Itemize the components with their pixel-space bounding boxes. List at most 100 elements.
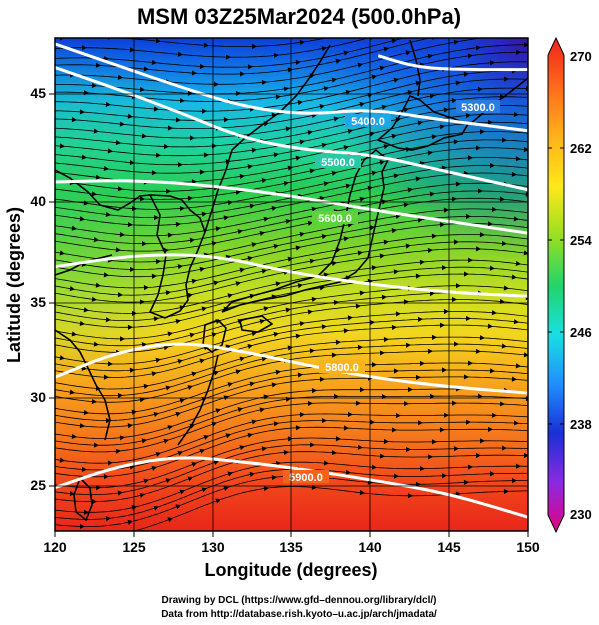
streamline — [55, 461, 528, 513]
wind-arrowhead — [247, 343, 253, 350]
wind-arrowhead — [321, 46, 327, 52]
wind-arrowhead — [201, 487, 207, 493]
wind-arrowhead — [79, 216, 85, 222]
wind-arrowhead — [239, 71, 245, 77]
wind-arrowhead — [95, 62, 101, 68]
streamline — [55, 324, 528, 378]
wind-arrowhead — [355, 303, 361, 309]
wind-arrowhead — [127, 221, 133, 228]
wind-arrowhead — [120, 531, 125, 536]
wind-arrowhead — [115, 448, 121, 454]
wind-arrowhead — [453, 446, 459, 452]
wind-arrowhead — [259, 407, 265, 413]
streamline — [55, 468, 528, 520]
wind-arrowhead — [139, 397, 145, 403]
wind-arrowhead — [455, 80, 461, 86]
wind-arrowhead — [475, 348, 481, 354]
wind-arrowhead — [503, 285, 509, 291]
wind-arrowhead — [225, 54, 231, 60]
wind-arrowhead — [405, 243, 411, 249]
wind-arrowhead — [405, 342, 411, 348]
wind-arrowhead — [163, 345, 169, 351]
wind-arrowhead — [393, 173, 399, 179]
y-tick-label: 35 — [30, 294, 46, 310]
wind-arrowhead — [536, 16, 541, 21]
streamline — [55, 96, 528, 148]
credit-drawing: Drawing by DCL (https://www.gfd–dennou.o… — [161, 595, 436, 606]
wind-arrowhead — [191, 70, 197, 76]
wind-arrowhead — [405, 446, 411, 453]
contour-label-5900: 5900.0 — [289, 472, 323, 484]
wind-arrowhead — [391, 324, 397, 331]
wind-arrowhead — [95, 174, 101, 180]
wind-arrowhead — [383, 336, 389, 343]
wind-arrowhead — [175, 504, 181, 510]
wind-arrowhead — [491, 310, 497, 316]
streamline — [55, 78, 528, 129]
wind-arrowhead — [139, 86, 145, 93]
wind-arrowhead — [331, 352, 337, 358]
wind-arrowhead — [383, 144, 389, 150]
wind-arrowhead — [71, 117, 77, 123]
wind-arrowhead — [259, 319, 265, 325]
wind-arrowhead — [273, 243, 279, 249]
wind-arrowhead — [391, 38, 397, 44]
wind-arrowhead — [297, 372, 303, 378]
wind-arrowhead — [357, 344, 363, 350]
wind-arrowhead — [79, 320, 85, 326]
wind-arrowhead — [415, 374, 421, 381]
wind-arrowhead — [379, 65, 385, 71]
wind-arrowhead — [343, 145, 349, 151]
wind-arrowhead — [131, 205, 137, 212]
wind-arrowhead — [191, 371, 197, 377]
wind-arrowhead — [515, 49, 521, 55]
wind-arrowhead — [191, 278, 197, 284]
wind-arrowhead — [163, 438, 169, 444]
wind-arrowhead — [431, 439, 437, 445]
wind-arrowhead — [455, 283, 461, 289]
wind-arrowhead — [407, 386, 413, 393]
wind-arrowhead — [335, 339, 341, 345]
wind-arrowhead — [59, 457, 65, 463]
wind-arrowhead — [343, 236, 349, 242]
wind-arrowhead — [105, 317, 111, 323]
wind-arrowhead — [323, 181, 329, 187]
wind-arrowhead — [335, 436, 341, 442]
wind-arrowhead — [536, 328, 541, 333]
streamline — [55, 388, 528, 439]
wind-arrowhead — [115, 140, 121, 146]
wind-arrowhead — [479, 438, 485, 444]
wind-arrowhead — [117, 292, 123, 298]
streamline — [55, 426, 528, 478]
wind-arrowhead — [393, 77, 399, 83]
streamline — [55, 165, 528, 218]
wind-arrowhead — [165, 290, 171, 296]
streamline — [55, 437, 528, 489]
wind-arrowhead — [271, 382, 277, 388]
wind-arrowhead — [491, 206, 497, 212]
wind-arrowhead — [155, 451, 161, 457]
wind-arrowhead — [477, 393, 483, 399]
x-tick-label: 145 — [437, 539, 461, 555]
streamline — [55, 413, 528, 464]
wind-arrowhead — [323, 460, 329, 466]
wind-arrowhead — [419, 466, 425, 472]
wind-arrowhead — [355, 400, 361, 406]
streamline — [55, 369, 528, 421]
wind-arrowhead — [199, 266, 205, 272]
wind-arrowhead — [199, 63, 205, 69]
wind-arrowhead — [283, 180, 289, 187]
wind-arrowhead — [331, 260, 337, 267]
wind-arrowhead — [155, 152, 161, 158]
y-tick-label: 25 — [30, 477, 46, 493]
wind-arrowhead — [247, 164, 253, 170]
wind-arrowhead — [511, 376, 517, 382]
wind-arrowhead — [501, 445, 507, 451]
x-tick-label: 140 — [358, 539, 382, 555]
wind-arrowhead — [227, 200, 233, 206]
wind-arrowhead — [155, 258, 161, 265]
wind-arrowhead — [91, 191, 97, 197]
wind-arrowhead — [405, 50, 411, 56]
wind-arrowhead — [177, 51, 183, 57]
wind-arrowhead — [167, 232, 173, 238]
